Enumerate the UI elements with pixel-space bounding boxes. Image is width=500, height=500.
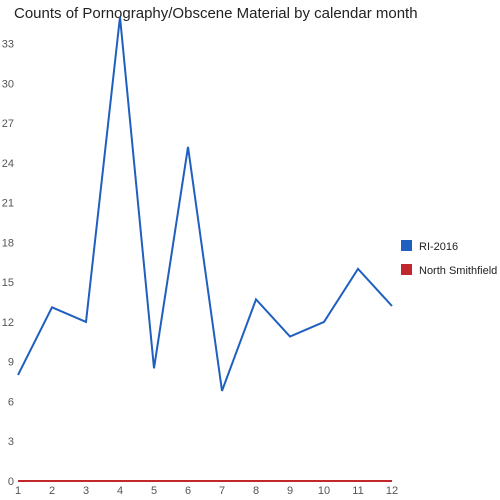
y-tick-label: 24 xyxy=(2,158,14,170)
y-tick-label: 9 xyxy=(8,357,14,369)
legend-swatch xyxy=(401,264,412,275)
series-lines xyxy=(17,16,393,482)
x-tick-label: 10 xyxy=(318,485,330,497)
legend-swatch xyxy=(401,240,412,251)
y-tick-label: 3 xyxy=(8,436,14,448)
y-tick-label: 12 xyxy=(2,317,14,329)
y-tick-label: 18 xyxy=(2,237,14,249)
x-tick-label: 12 xyxy=(386,485,398,497)
legend: RI-2016 North Smithfield xyxy=(401,240,497,277)
x-tick-label: 5 xyxy=(151,485,157,497)
y-tick-label: 15 xyxy=(2,277,14,289)
x-tick-label: 7 xyxy=(219,485,225,497)
x-tick-label: 9 xyxy=(287,485,293,497)
x-tick-label: 4 xyxy=(117,485,123,497)
x-tick-label: 1 xyxy=(15,485,21,497)
series-line-ri-2016 xyxy=(17,16,393,392)
x-tick-label: 2 xyxy=(49,485,55,497)
y-tick-label: 6 xyxy=(8,396,14,408)
y-tick-label: 30 xyxy=(2,78,14,90)
x-tick-labels: 1 2 3 4 5 6 7 8 9 10 11 12 xyxy=(15,485,398,497)
legend-label: RI-2016 xyxy=(419,241,458,253)
y-tick-labels: 0 3 6 9 12 15 18 21 24 27 30 33 xyxy=(2,39,14,488)
y-tick-label: 27 xyxy=(2,118,14,130)
y-tick-label: 33 xyxy=(2,39,14,51)
chart-title: Counts of Pornography/Obscene Material b… xyxy=(14,5,418,22)
x-tick-label: 11 xyxy=(352,485,363,497)
x-tick-label: 8 xyxy=(253,485,259,497)
x-tick-label: 6 xyxy=(185,485,191,497)
x-tick-label: 3 xyxy=(83,485,89,497)
y-tick-label: 0 xyxy=(8,476,14,488)
y-tick-label: 21 xyxy=(2,198,14,210)
legend-label: North Smithfield xyxy=(419,265,497,277)
